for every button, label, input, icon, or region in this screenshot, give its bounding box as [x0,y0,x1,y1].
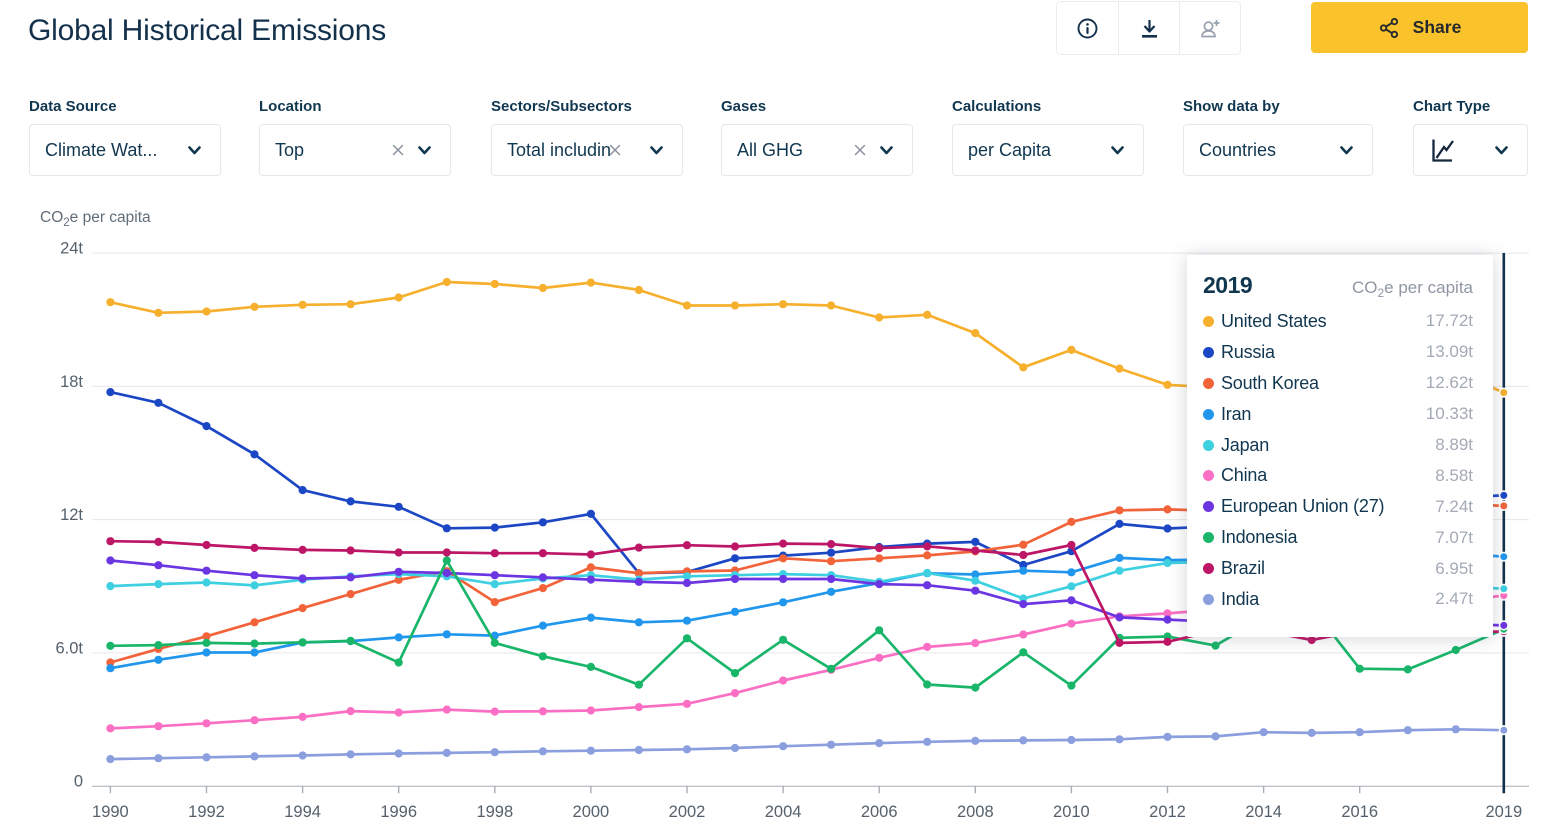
svg-text:2019: 2019 [1485,803,1522,821]
svg-text:0: 0 [74,773,83,791]
svg-text:2002: 2002 [669,803,706,821]
svg-text:1992: 1992 [188,803,225,821]
svg-text:1994: 1994 [284,803,321,821]
svg-text:12t: 12t [60,506,83,524]
svg-text:2014: 2014 [1245,803,1282,821]
svg-text:CO2e per capita: CO2e per capita [40,209,151,229]
svg-text:2016: 2016 [1341,803,1378,821]
svg-text:6.0t: 6.0t [55,639,83,657]
svg-text:1990: 1990 [92,803,129,821]
svg-text:18t: 18t [60,373,83,391]
svg-text:2004: 2004 [765,803,802,821]
svg-text:2012: 2012 [1149,803,1186,821]
svg-text:24t: 24t [60,240,83,258]
svg-text:1998: 1998 [476,803,513,821]
svg-text:2000: 2000 [573,803,610,821]
svg-text:2010: 2010 [1053,803,1090,821]
svg-text:1996: 1996 [380,803,417,821]
svg-text:2008: 2008 [957,803,994,821]
svg-text:2006: 2006 [861,803,898,821]
